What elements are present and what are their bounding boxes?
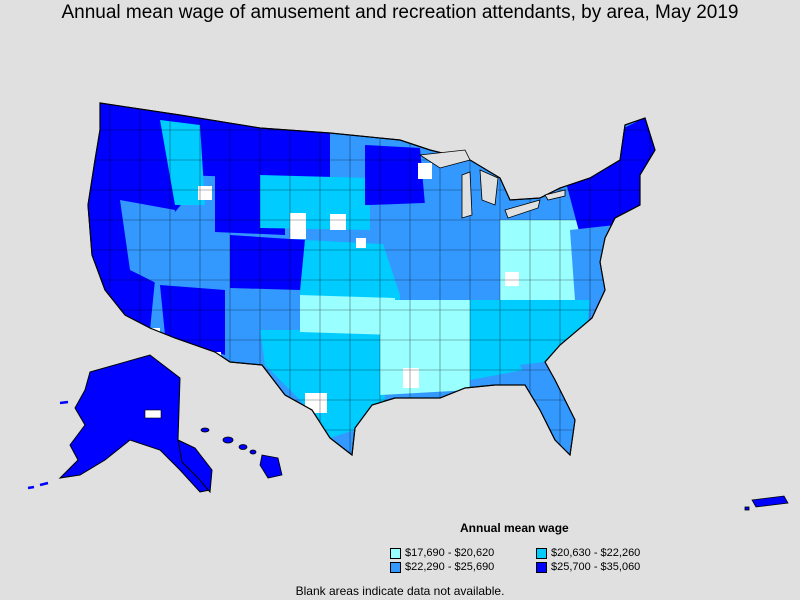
region-dakotas xyxy=(260,175,370,230)
legend-label: $22,290 - $25,690 xyxy=(405,561,495,573)
legend-swatch-icon xyxy=(390,561,401,573)
legend-item-bin2: $20,630 - $22,260 xyxy=(536,547,640,559)
legend-label: $25,700 - $35,060 xyxy=(551,561,641,573)
region-colorado xyxy=(230,235,305,290)
alaska-panhandle xyxy=(177,439,213,494)
region-midwest xyxy=(370,200,505,295)
alaska-mainland xyxy=(58,354,211,493)
legend-label: $17,690 - $20,620 xyxy=(405,547,495,559)
region-idaho xyxy=(160,120,205,205)
conus-border xyxy=(87,102,656,457)
region-minnesota xyxy=(365,145,425,205)
alaska xyxy=(27,354,213,494)
great-lakes xyxy=(418,149,566,219)
region-utah xyxy=(180,235,230,290)
region-mid-atlantic xyxy=(570,225,615,300)
region-texas xyxy=(260,330,385,438)
region-arizona xyxy=(160,285,225,355)
footnote: Blank areas indicate data not available. xyxy=(295,584,505,598)
legend-label: $20,630 - $22,260 xyxy=(551,547,641,559)
legend-swatch-icon xyxy=(536,561,547,573)
alaska-blank-area xyxy=(144,409,162,419)
aleutian-islands xyxy=(27,400,69,490)
region-nevada xyxy=(120,200,175,290)
region-oklahoma xyxy=(300,295,395,335)
legend-swatch-icon xyxy=(536,547,547,559)
legend-item-bin3: $22,290 - $25,690 xyxy=(390,561,494,573)
hawaii xyxy=(200,427,283,479)
puerto-rico xyxy=(744,495,789,511)
legend-item-bin1: $17,690 - $20,620 xyxy=(390,547,494,559)
legend-item-bin4: $25,700 - $35,060 xyxy=(536,561,640,573)
legend-swatch-icon xyxy=(390,547,401,559)
legend-title: Annual mean wage xyxy=(460,521,569,535)
region-lower-mississippi xyxy=(380,300,470,395)
map-title: Annual mean wage of amusement and recrea… xyxy=(61,2,739,23)
